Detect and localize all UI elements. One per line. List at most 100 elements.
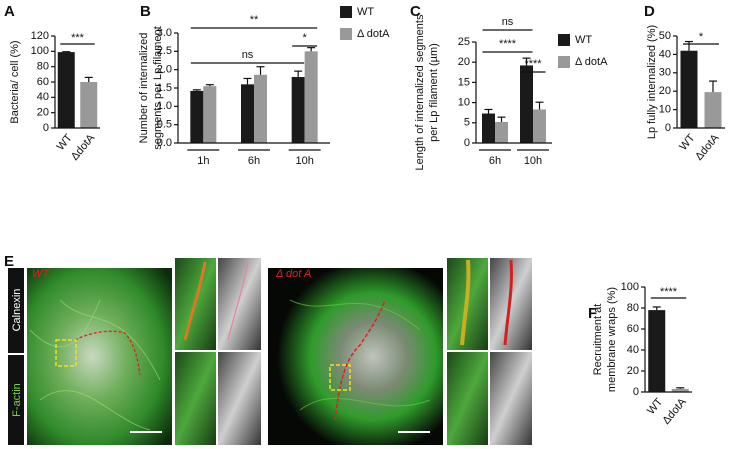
bar [203, 86, 217, 143]
y-axis-label: Lp fully internalized (%) [646, 25, 658, 139]
y-tick-label: 0 [464, 137, 470, 149]
y-tick-label: 0 [665, 122, 671, 134]
bar [80, 82, 98, 128]
bar [520, 65, 533, 143]
y-axis-label: membrane wraps (%) [606, 287, 618, 392]
panel-letter: F [588, 305, 597, 322]
y-tick-label: 80 [627, 302, 639, 314]
legend-label: Δ dotA [575, 56, 608, 68]
panel-letter: B [140, 3, 151, 20]
y-tick-label: 60 [627, 323, 639, 335]
y-tick-label: 25 [458, 36, 470, 48]
bar [533, 109, 546, 143]
bar [190, 90, 204, 143]
image-label: Δ dot A [275, 268, 311, 280]
x-tick-label: ΔdotA [660, 396, 689, 427]
y-tick-label: 20 [37, 107, 49, 119]
significance-label: *** [71, 32, 85, 44]
significance-label: **** [660, 286, 678, 298]
y-tick-label: 100 [621, 281, 639, 293]
bar [304, 51, 318, 144]
panel-letter: A [4, 3, 15, 20]
y-tick-label: 100 [31, 45, 49, 57]
y-tick-label: 20 [458, 56, 470, 68]
legend-swatch [340, 28, 352, 40]
legend-swatch [340, 6, 352, 18]
y-axis-label: Bacteria/ cell (%) [9, 40, 21, 123]
legend-label: WT [357, 6, 374, 18]
y-tick-label: 0.5 [157, 119, 172, 131]
significance-label: * [699, 31, 704, 43]
x-tick-label: 10h [295, 155, 313, 167]
bar [57, 52, 75, 128]
y-tick-label: 40 [627, 344, 639, 356]
y-tick-label: 10 [659, 104, 671, 116]
bar [704, 92, 722, 128]
legend-swatch [558, 56, 570, 68]
bar [495, 121, 508, 143]
y-tick-label: 50 [659, 30, 671, 42]
x-tick-label: 1h [197, 155, 209, 167]
y-tick-label: 3.0 [157, 27, 172, 39]
significance-label: ns [242, 49, 254, 61]
y-tick-label: 15 [458, 76, 470, 88]
bar [291, 77, 305, 143]
bar [648, 310, 666, 392]
significance-label: ns [502, 16, 514, 28]
x-tick-label: 6h [248, 155, 260, 167]
legend-label: Δ dotA [357, 28, 390, 40]
significance-label: * [303, 32, 308, 44]
bar [254, 74, 267, 143]
panel-letter: D [644, 3, 655, 20]
x-tick-label: WT [55, 132, 75, 153]
micrograph [268, 268, 443, 445]
bar [671, 388, 689, 392]
legend-swatch [558, 34, 570, 46]
y-tick-label: 0 [43, 122, 49, 134]
y-tick-label: 30 [659, 67, 671, 79]
x-tick-label: ΔdotA [69, 132, 98, 163]
y-axis-label: Recruitment at [592, 304, 604, 376]
bar [482, 113, 495, 143]
x-tick-label: ΔdotA [693, 132, 722, 163]
significance-label: ** [250, 14, 259, 26]
micrograph [27, 268, 172, 445]
y-axis-label: segments per Lp filament [152, 26, 164, 150]
legend-label: WT [575, 34, 592, 46]
panel-letter: E [4, 253, 14, 270]
y-tick-label: 1.5 [157, 82, 172, 94]
y-tick-label: 80 [37, 61, 49, 73]
panel-letter: C [410, 3, 421, 20]
panel-e: Calnexin F-actin WT Δ dot A E [4, 253, 532, 445]
y-tick-label: 2.5 [157, 45, 172, 57]
y-axis-label: Number of internalized [138, 33, 150, 144]
x-tick-label: WT [677, 132, 697, 153]
channel-label: F-actin [11, 383, 23, 417]
y-axis-label: Length of internalized segments [414, 14, 426, 170]
y-tick-label: 60 [37, 76, 49, 88]
bar [241, 84, 254, 143]
x-tick-label: 6h [489, 155, 501, 167]
x-tick-label: WT [645, 396, 665, 417]
significance-label: **** [524, 58, 542, 70]
y-tick-label: 2.0 [157, 64, 172, 76]
bar [680, 50, 698, 128]
y-tick-label: 20 [659, 85, 671, 97]
y-tick-label: 0.0 [157, 137, 172, 149]
y-tick-label: 0 [633, 386, 639, 398]
image-label: WT [32, 268, 50, 280]
channel-bar [8, 355, 24, 445]
y-tick-label: 20 [627, 365, 639, 377]
y-tick-label: 1.0 [157, 100, 172, 112]
y-tick-label: 120 [31, 30, 49, 42]
x-tick-label: 10h [524, 155, 542, 167]
y-tick-label: 40 [37, 91, 49, 103]
channel-label: Calnexin [11, 289, 23, 332]
significance-label: **** [499, 38, 517, 50]
y-tick-label: 40 [659, 48, 671, 60]
channel-bar [8, 268, 24, 353]
y-tick-label: 5 [464, 117, 470, 129]
y-tick-label: 10 [458, 97, 470, 109]
y-axis-label: per Lp filament (µm) [428, 43, 440, 142]
